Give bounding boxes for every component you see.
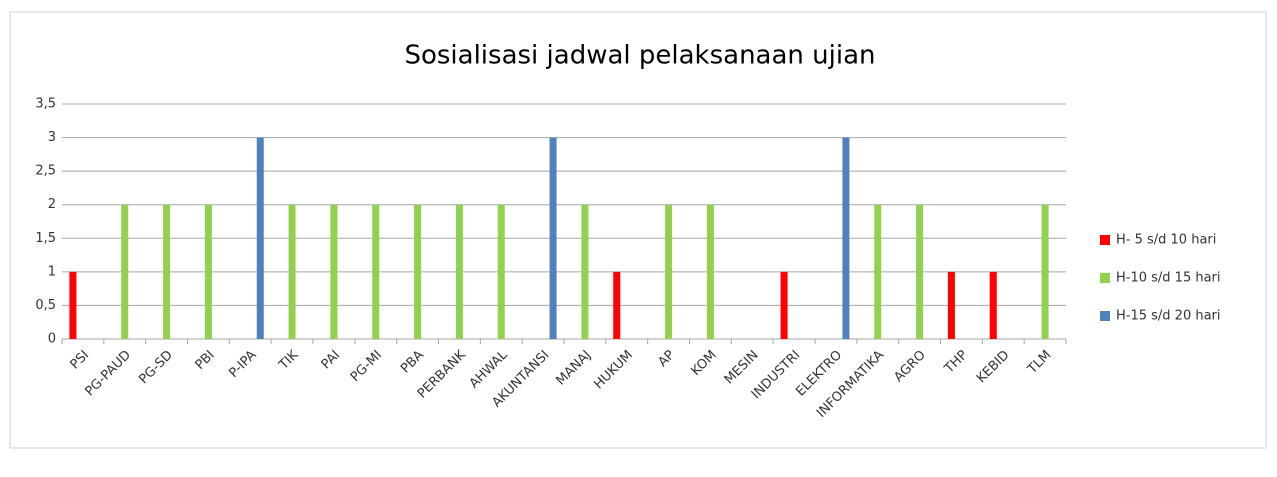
bar bbox=[414, 204, 422, 339]
y-tick-label: 1,5 bbox=[35, 231, 56, 246]
chart-title: Sosialisasi jadwal pelaksanaan ujian bbox=[404, 41, 875, 71]
bar bbox=[204, 204, 212, 339]
bar bbox=[121, 204, 129, 339]
bar bbox=[780, 271, 788, 339]
bar bbox=[706, 204, 714, 339]
y-tick-label: 0 bbox=[48, 332, 56, 347]
y-tick-label: 3,5 bbox=[35, 97, 56, 112]
bar bbox=[665, 204, 673, 339]
chart-frame bbox=[9, 11, 1267, 449]
y-tick-label: 2,5 bbox=[35, 164, 56, 179]
y-tick-label: 0,5 bbox=[35, 298, 56, 313]
bar bbox=[613, 271, 621, 339]
legend-label: H-15 s/d 20 hari bbox=[1116, 309, 1221, 324]
bar bbox=[288, 204, 296, 339]
bar bbox=[497, 204, 505, 339]
bar bbox=[916, 204, 924, 339]
bar bbox=[874, 204, 882, 339]
y-tick-label: 1 bbox=[48, 264, 56, 279]
bar bbox=[163, 204, 171, 339]
bar bbox=[842, 137, 850, 339]
legend-swatch bbox=[1100, 311, 1110, 321]
bar bbox=[455, 204, 463, 339]
legend-swatch bbox=[1100, 273, 1110, 283]
legend-label: H-10 s/d 15 hari bbox=[1116, 271, 1221, 286]
bar bbox=[989, 271, 997, 339]
bar bbox=[330, 204, 338, 339]
bar bbox=[69, 271, 77, 339]
legend-label: H- 5 s/d 10 hari bbox=[1116, 233, 1216, 248]
y-tick-label: 3 bbox=[48, 130, 56, 145]
bar bbox=[947, 271, 955, 339]
legend-swatch bbox=[1100, 235, 1110, 245]
bar bbox=[372, 204, 380, 339]
bar bbox=[1041, 204, 1049, 339]
bar bbox=[581, 204, 589, 339]
y-tick-label: 2 bbox=[48, 197, 56, 212]
bar bbox=[549, 137, 557, 339]
bar bbox=[256, 137, 264, 339]
